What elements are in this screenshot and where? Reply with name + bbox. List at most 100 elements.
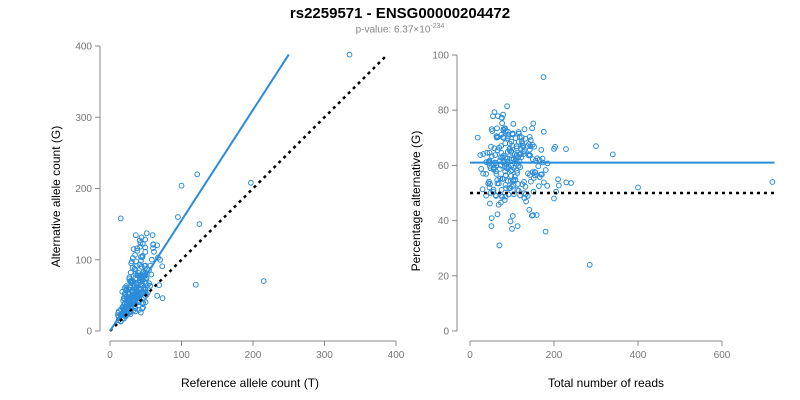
data-point [490,164,497,171]
data-point [504,148,511,155]
data-point [480,151,487,157]
data-point [530,120,537,127]
data-point [483,171,490,177]
data-point [514,223,521,230]
data-point [499,194,506,200]
data-point [502,140,509,147]
right-scatter-panel: 0 200 400 600 0 20 40 60 80 100 Total number of re… [409,51,776,390]
data-point [498,187,505,193]
data-point [510,121,517,127]
data-point [500,111,507,118]
data-point [519,181,526,188]
data-point [499,115,505,121]
data-point [501,197,508,203]
data-point [502,172,509,179]
data-point [490,166,497,173]
p-value-text: p-value: 6.37×10 [355,24,431,36]
data-point [130,246,137,253]
data-point [495,201,502,208]
data-point [148,256,155,263]
data-point [137,240,144,247]
data-point [514,170,521,176]
data-point [532,169,539,176]
data-point [540,179,547,186]
data-point [544,182,551,189]
data-point [487,165,494,172]
data-point [593,143,599,150]
data-point [141,285,148,292]
data-point [132,266,139,273]
data-point [141,263,148,269]
data-point [148,271,155,278]
data-point [512,135,519,142]
data-point [154,242,161,249]
x-axis-label: Reference allele count (T) [181,376,319,390]
data-point [542,167,549,173]
data-point [499,175,506,182]
data-point [498,143,505,149]
data-point [538,171,544,178]
y-tick-label: 0 [443,327,449,338]
data-point [500,126,507,133]
data-point [512,176,519,183]
y-axis-label: Percentage alternative (G) [409,131,423,272]
data-point [530,175,537,181]
data-point [509,226,515,232]
data-point [635,184,641,191]
data-point [551,195,557,202]
data-point [505,178,511,184]
y-tick-label: 300 [75,113,92,124]
data-point [504,155,511,162]
data-point [488,153,495,160]
data-point [527,172,533,178]
y-tick-label: 100 [75,255,92,266]
data-point [132,271,139,277]
data-point [137,309,144,316]
data-point [494,134,500,141]
points-group [474,74,776,268]
points-group [115,51,353,325]
data-point [132,232,139,239]
data-point [528,178,534,185]
data-point [540,128,547,135]
data-point [140,268,147,275]
data-point [552,143,558,150]
data-point [510,131,516,138]
data-point [540,74,547,80]
left-scatter-panel: 0 100 200 300 400 0 100 200 300 400 Reference alle… [49,42,405,391]
y-tick-label: 100 [432,51,449,62]
data-point [510,182,517,189]
data-point [509,213,516,219]
data-point [494,177,501,183]
data-point [474,134,481,141]
data-point [178,182,185,189]
data-point [132,252,138,258]
data-point [131,265,138,272]
data-point [494,180,501,187]
y-tick-label: 80 [438,106,450,117]
fit-line [109,54,290,332]
data-point [508,138,515,145]
data-point [523,198,529,205]
data-point [488,215,495,222]
data-point [134,245,141,252]
data-point [143,230,150,237]
data-point [513,143,520,150]
data-point [488,126,495,133]
x-tick-label: 300 [316,350,333,361]
x-tick-label: 200 [546,350,563,361]
data-point [509,167,516,173]
data-point [507,218,514,225]
data-point [493,193,499,199]
data-point [150,241,157,248]
data-point [117,215,124,222]
data-point [504,135,511,141]
data-point [508,168,514,174]
data-point [502,168,509,175]
data-point [563,179,570,186]
x-tick-label: 600 [714,350,731,361]
data-point [494,125,500,132]
data-point [530,212,536,219]
x-tick-label: 0 [467,350,473,361]
